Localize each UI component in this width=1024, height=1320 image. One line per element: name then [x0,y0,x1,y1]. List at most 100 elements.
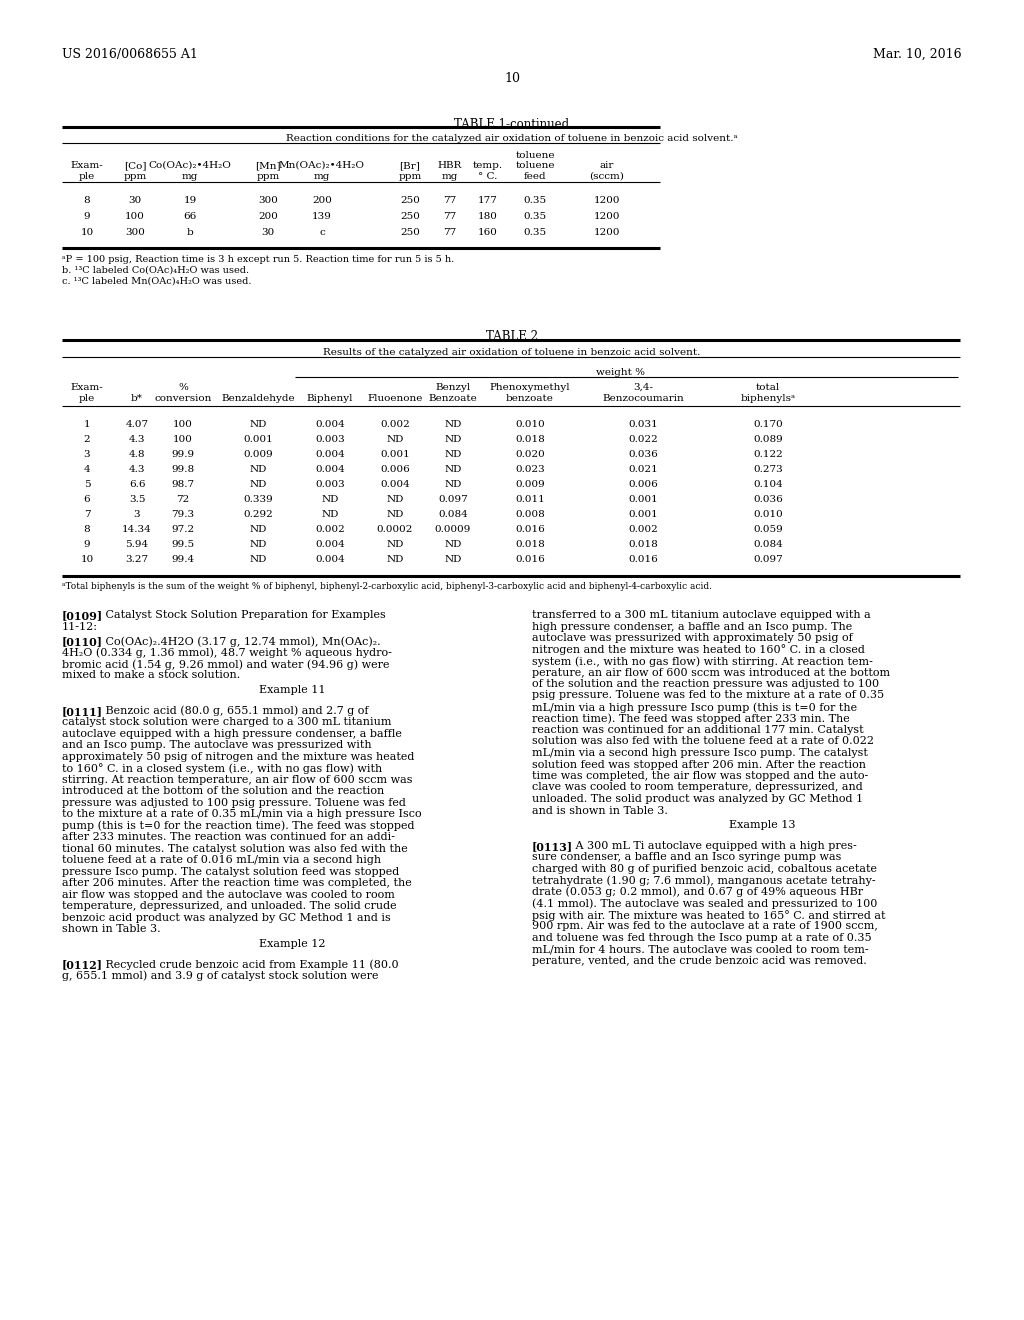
Text: ᵃTotal biphenyls is the sum of the weight % of biphenyl, biphenyl-2-carboxylic a: ᵃTotal biphenyls is the sum of the weigh… [62,582,712,591]
Text: approximately 50 psig of nitrogen and the mixture was heated: approximately 50 psig of nitrogen and th… [62,751,415,762]
Text: b*: b* [131,393,143,403]
Text: 100: 100 [173,436,193,444]
Text: 4: 4 [84,465,90,474]
Text: 4.07: 4.07 [125,420,148,429]
Text: 0.122: 0.122 [753,450,783,459]
Text: 0.003: 0.003 [315,436,345,444]
Text: 5: 5 [84,480,90,488]
Text: ND: ND [249,465,266,474]
Text: 180: 180 [478,213,498,220]
Text: [Br]: [Br] [399,161,421,170]
Text: 77: 77 [443,213,457,220]
Text: ND: ND [322,510,339,519]
Text: ND: ND [249,525,266,535]
Text: after 233 minutes. The reaction was continued for an addi-: after 233 minutes. The reaction was cont… [62,832,395,842]
Text: Reaction conditions for the catalyzed air oxidation of toluene in benzoic acid s: Reaction conditions for the catalyzed ai… [286,135,738,143]
Text: 0.097: 0.097 [438,495,468,504]
Text: 0.004: 0.004 [380,480,410,488]
Text: high pressure condenser, a baffle and an Isco pump. The: high pressure condenser, a baffle and an… [532,622,852,631]
Text: weight %: weight % [596,368,644,378]
Text: 0.35: 0.35 [523,213,547,220]
Text: 300: 300 [258,195,278,205]
Text: c. ¹³C labeled Mn(OAc)₄H₂O was used.: c. ¹³C labeled Mn(OAc)₄H₂O was used. [62,277,252,286]
Text: ppm: ppm [398,172,422,181]
Text: A 300 mL Ti autoclave equipped with a high pres-: A 300 mL Ti autoclave equipped with a hi… [565,841,857,850]
Text: 0.016: 0.016 [515,525,545,535]
Text: 0.002: 0.002 [380,420,410,429]
Text: air flow was stopped and the autoclave was cooled to room: air flow was stopped and the autoclave w… [62,890,395,900]
Text: ND: ND [386,510,403,519]
Text: 72: 72 [176,495,189,504]
Text: ND: ND [322,495,339,504]
Text: Mn(OAc)₂•4H₂O: Mn(OAc)₂•4H₂O [279,161,365,170]
Text: bromic acid (1.54 g, 9.26 mmol) and water (94.96 g) were: bromic acid (1.54 g, 9.26 mmol) and wate… [62,659,389,669]
Text: 0.004: 0.004 [315,554,345,564]
Text: 0.0009: 0.0009 [435,525,471,535]
Text: reaction time). The feed was stopped after 233 min. The: reaction time). The feed was stopped aft… [532,714,850,725]
Text: 19: 19 [183,195,197,205]
Text: [0109]: [0109] [62,610,103,620]
Text: 0.273: 0.273 [753,465,783,474]
Text: solution feed was stopped after 206 min. After the reaction: solution feed was stopped after 206 min.… [532,759,866,770]
Text: toluene: toluene [515,150,555,160]
Text: 0.001: 0.001 [628,510,657,519]
Text: 0.036: 0.036 [628,450,657,459]
Text: 5.94: 5.94 [125,540,148,549]
Text: Fluoenone: Fluoenone [368,393,423,403]
Text: 0.023: 0.023 [515,465,545,474]
Text: 100: 100 [125,213,145,220]
Text: ppm: ppm [256,172,280,181]
Text: toluene feed at a rate of 0.016 mL/min via a second high: toluene feed at a rate of 0.016 mL/min v… [62,855,381,865]
Text: system (i.e., with no gas flow) with stirring. At reaction tem-: system (i.e., with no gas flow) with sti… [532,656,872,667]
Text: air: air [600,161,614,170]
Text: 1200: 1200 [594,213,621,220]
Text: 30: 30 [128,195,141,205]
Text: TABLE 1-continued: TABLE 1-continued [455,117,569,131]
Text: 0.036: 0.036 [753,495,783,504]
Text: 7: 7 [84,510,90,519]
Text: ND: ND [444,436,462,444]
Text: mg: mg [313,172,330,181]
Text: Exam-: Exam- [71,161,103,170]
Text: [0110]: [0110] [62,636,103,647]
Text: Biphenyl: Biphenyl [307,393,353,403]
Text: to the mixture at a rate of 0.35 mL/min via a high pressure Isco: to the mixture at a rate of 0.35 mL/min … [62,809,422,820]
Text: b. ¹³C labeled Co(OAc)₄H₂O was used.: b. ¹³C labeled Co(OAc)₄H₂O was used. [62,267,249,275]
Text: 0.003: 0.003 [315,480,345,488]
Text: solution was also fed with the toluene feed at a rate of 0.022: solution was also fed with the toluene f… [532,737,874,747]
Text: 0.011: 0.011 [515,495,545,504]
Text: 66: 66 [183,213,197,220]
Text: biphenylsᵃ: biphenylsᵃ [740,393,796,403]
Text: 0.339: 0.339 [243,495,272,504]
Text: 0.004: 0.004 [315,450,345,459]
Text: ND: ND [249,420,266,429]
Text: 1: 1 [84,420,90,429]
Text: 200: 200 [258,213,278,220]
Text: and an Isco pump. The autoclave was pressurized with: and an Isco pump. The autoclave was pres… [62,741,372,750]
Text: b: b [186,228,194,238]
Text: 0.006: 0.006 [628,480,657,488]
Text: 9: 9 [84,540,90,549]
Text: 14.34: 14.34 [122,525,152,535]
Text: 9: 9 [84,213,90,220]
Text: Benzoate: Benzoate [429,393,477,403]
Text: temp.: temp. [473,161,503,170]
Text: perature, an air flow of 600 sccm was introduced at the bottom: perature, an air flow of 600 sccm was in… [532,668,890,677]
Text: 10: 10 [80,228,93,238]
Text: 0.008: 0.008 [515,510,545,519]
Text: 100: 100 [173,420,193,429]
Text: 0.018: 0.018 [515,436,545,444]
Text: (4.1 mmol). The autoclave was sealed and pressurized to 100: (4.1 mmol). The autoclave was sealed and… [532,898,878,908]
Text: 3: 3 [84,450,90,459]
Text: pump (this is t=0 for the reaction time). The feed was stopped: pump (this is t=0 for the reaction time)… [62,821,415,832]
Text: 139: 139 [312,213,332,220]
Text: conversion: conversion [155,393,212,403]
Text: 3.5: 3.5 [129,495,145,504]
Text: 0.35: 0.35 [523,228,547,238]
Text: 4.3: 4.3 [129,436,145,444]
Text: clave was cooled to room temperature, depressurized, and: clave was cooled to room temperature, de… [532,783,863,792]
Text: 177: 177 [478,195,498,205]
Text: Recycled crude benzoic acid from Example 11 (80.0: Recycled crude benzoic acid from Example… [95,960,398,970]
Text: 0.104: 0.104 [753,480,783,488]
Text: TABLE 2: TABLE 2 [486,330,538,343]
